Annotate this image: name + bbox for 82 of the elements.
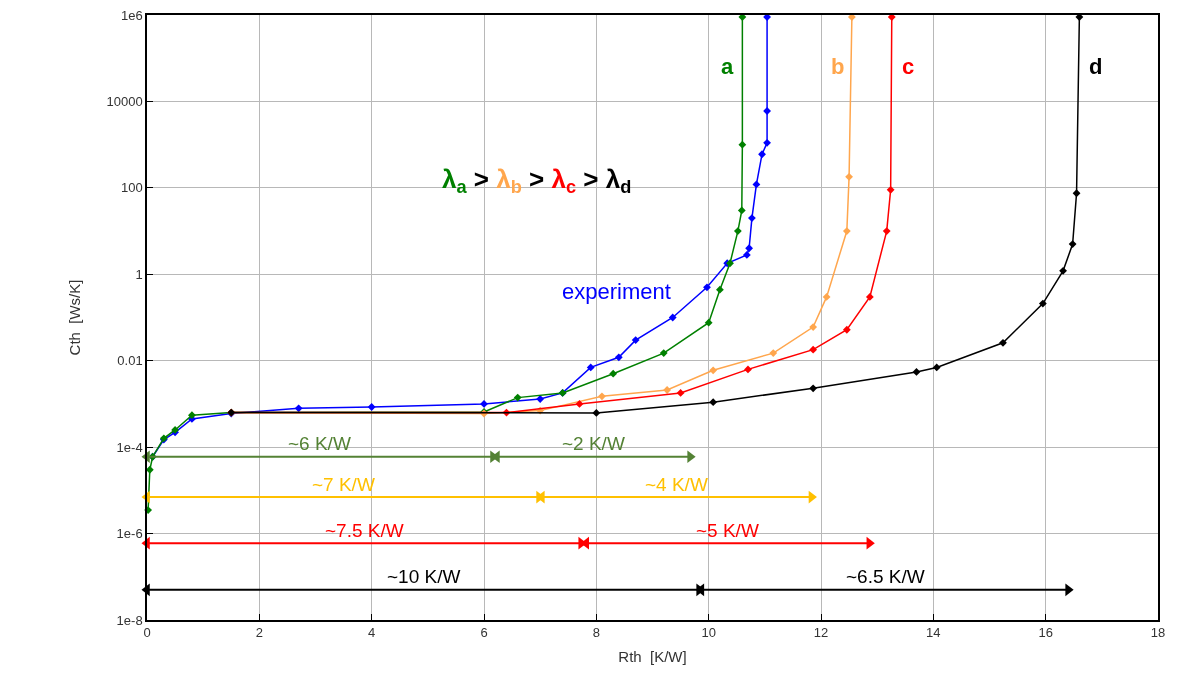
series-label: experiment (562, 279, 671, 304)
y-tick-label: 0.01 (117, 353, 143, 369)
point (809, 323, 818, 331)
point (659, 349, 668, 357)
point (1038, 299, 1047, 308)
point (188, 411, 196, 420)
point (809, 345, 818, 354)
point (513, 393, 522, 402)
point (1059, 266, 1067, 275)
point (1072, 189, 1081, 198)
point (586, 363, 595, 372)
x-tick-label: 6 (480, 625, 488, 641)
x-tick-label: 4 (368, 625, 376, 641)
point (758, 150, 766, 159)
point (886, 185, 895, 194)
annotation: ~4 K/W (645, 474, 708, 495)
point (536, 395, 545, 403)
point (367, 403, 376, 411)
x-tick-label: 18 (1150, 625, 1166, 641)
annotation: ~6 K/W (288, 433, 351, 454)
point (769, 349, 778, 357)
point (592, 409, 601, 417)
point (745, 244, 754, 253)
x-tick-label: 0 (143, 625, 151, 641)
x-tick-label: 16 (1038, 625, 1053, 641)
point (575, 400, 584, 408)
point (752, 180, 761, 189)
point (709, 398, 718, 407)
point (704, 318, 713, 327)
point (842, 227, 851, 235)
y-tick-label: 1 (135, 266, 143, 282)
y-axis-title: Cth [Ws/K] (66, 279, 84, 356)
point (716, 285, 724, 294)
point (1068, 240, 1077, 248)
text: λ$_{a}$ > λ$_{b}$ > λ$_{c}$ > λ$_{d}$ (442, 164, 632, 198)
point (737, 206, 746, 215)
y-tick-label: 1e-4 (116, 439, 143, 455)
point (668, 313, 677, 322)
annotation: ~5 K/W (696, 520, 759, 541)
point (614, 353, 623, 362)
series-label: c (902, 54, 915, 79)
point (733, 227, 742, 235)
point (763, 138, 771, 147)
x-tick-label: 12 (813, 625, 829, 641)
annotation: ~6.5 K/W (846, 566, 925, 587)
point (845, 172, 853, 181)
y-tick-label: 100 (120, 180, 143, 196)
y-tick-label: 1e6 (120, 7, 143, 23)
annotation: ~7 K/W (312, 474, 375, 495)
point (748, 214, 756, 222)
point (809, 384, 818, 393)
point (294, 404, 303, 413)
y-tick-label: 1e-8 (116, 612, 143, 628)
x-tick-label: 2 (255, 625, 263, 641)
series-label: b (831, 54, 845, 79)
annotation: ~10 K/W (387, 566, 461, 587)
point (742, 251, 751, 259)
series-label: d (1089, 54, 1103, 79)
point (842, 325, 851, 334)
point (882, 227, 891, 235)
x-tick-label: 10 (701, 625, 716, 641)
point (744, 365, 752, 374)
point (609, 369, 618, 378)
point (865, 292, 874, 301)
y-tick-label: 10000 (106, 93, 143, 109)
series-label: a (721, 54, 734, 79)
point (999, 338, 1007, 347)
point (822, 292, 831, 301)
point (912, 368, 921, 376)
annotation: ~7.5 K/W (325, 520, 404, 541)
point (703, 283, 711, 292)
point (598, 392, 606, 401)
x-tick-label: 8 (592, 625, 600, 641)
point (709, 366, 718, 375)
x-axis-title: Rth [K/W] (618, 647, 687, 665)
point (631, 336, 640, 344)
point (676, 389, 685, 397)
annotation: ~2 K/W (562, 433, 625, 454)
point (932, 363, 941, 372)
x-tick-label: 14 (926, 625, 941, 641)
point (738, 140, 747, 149)
y-tick-label: 1e-6 (116, 526, 143, 542)
